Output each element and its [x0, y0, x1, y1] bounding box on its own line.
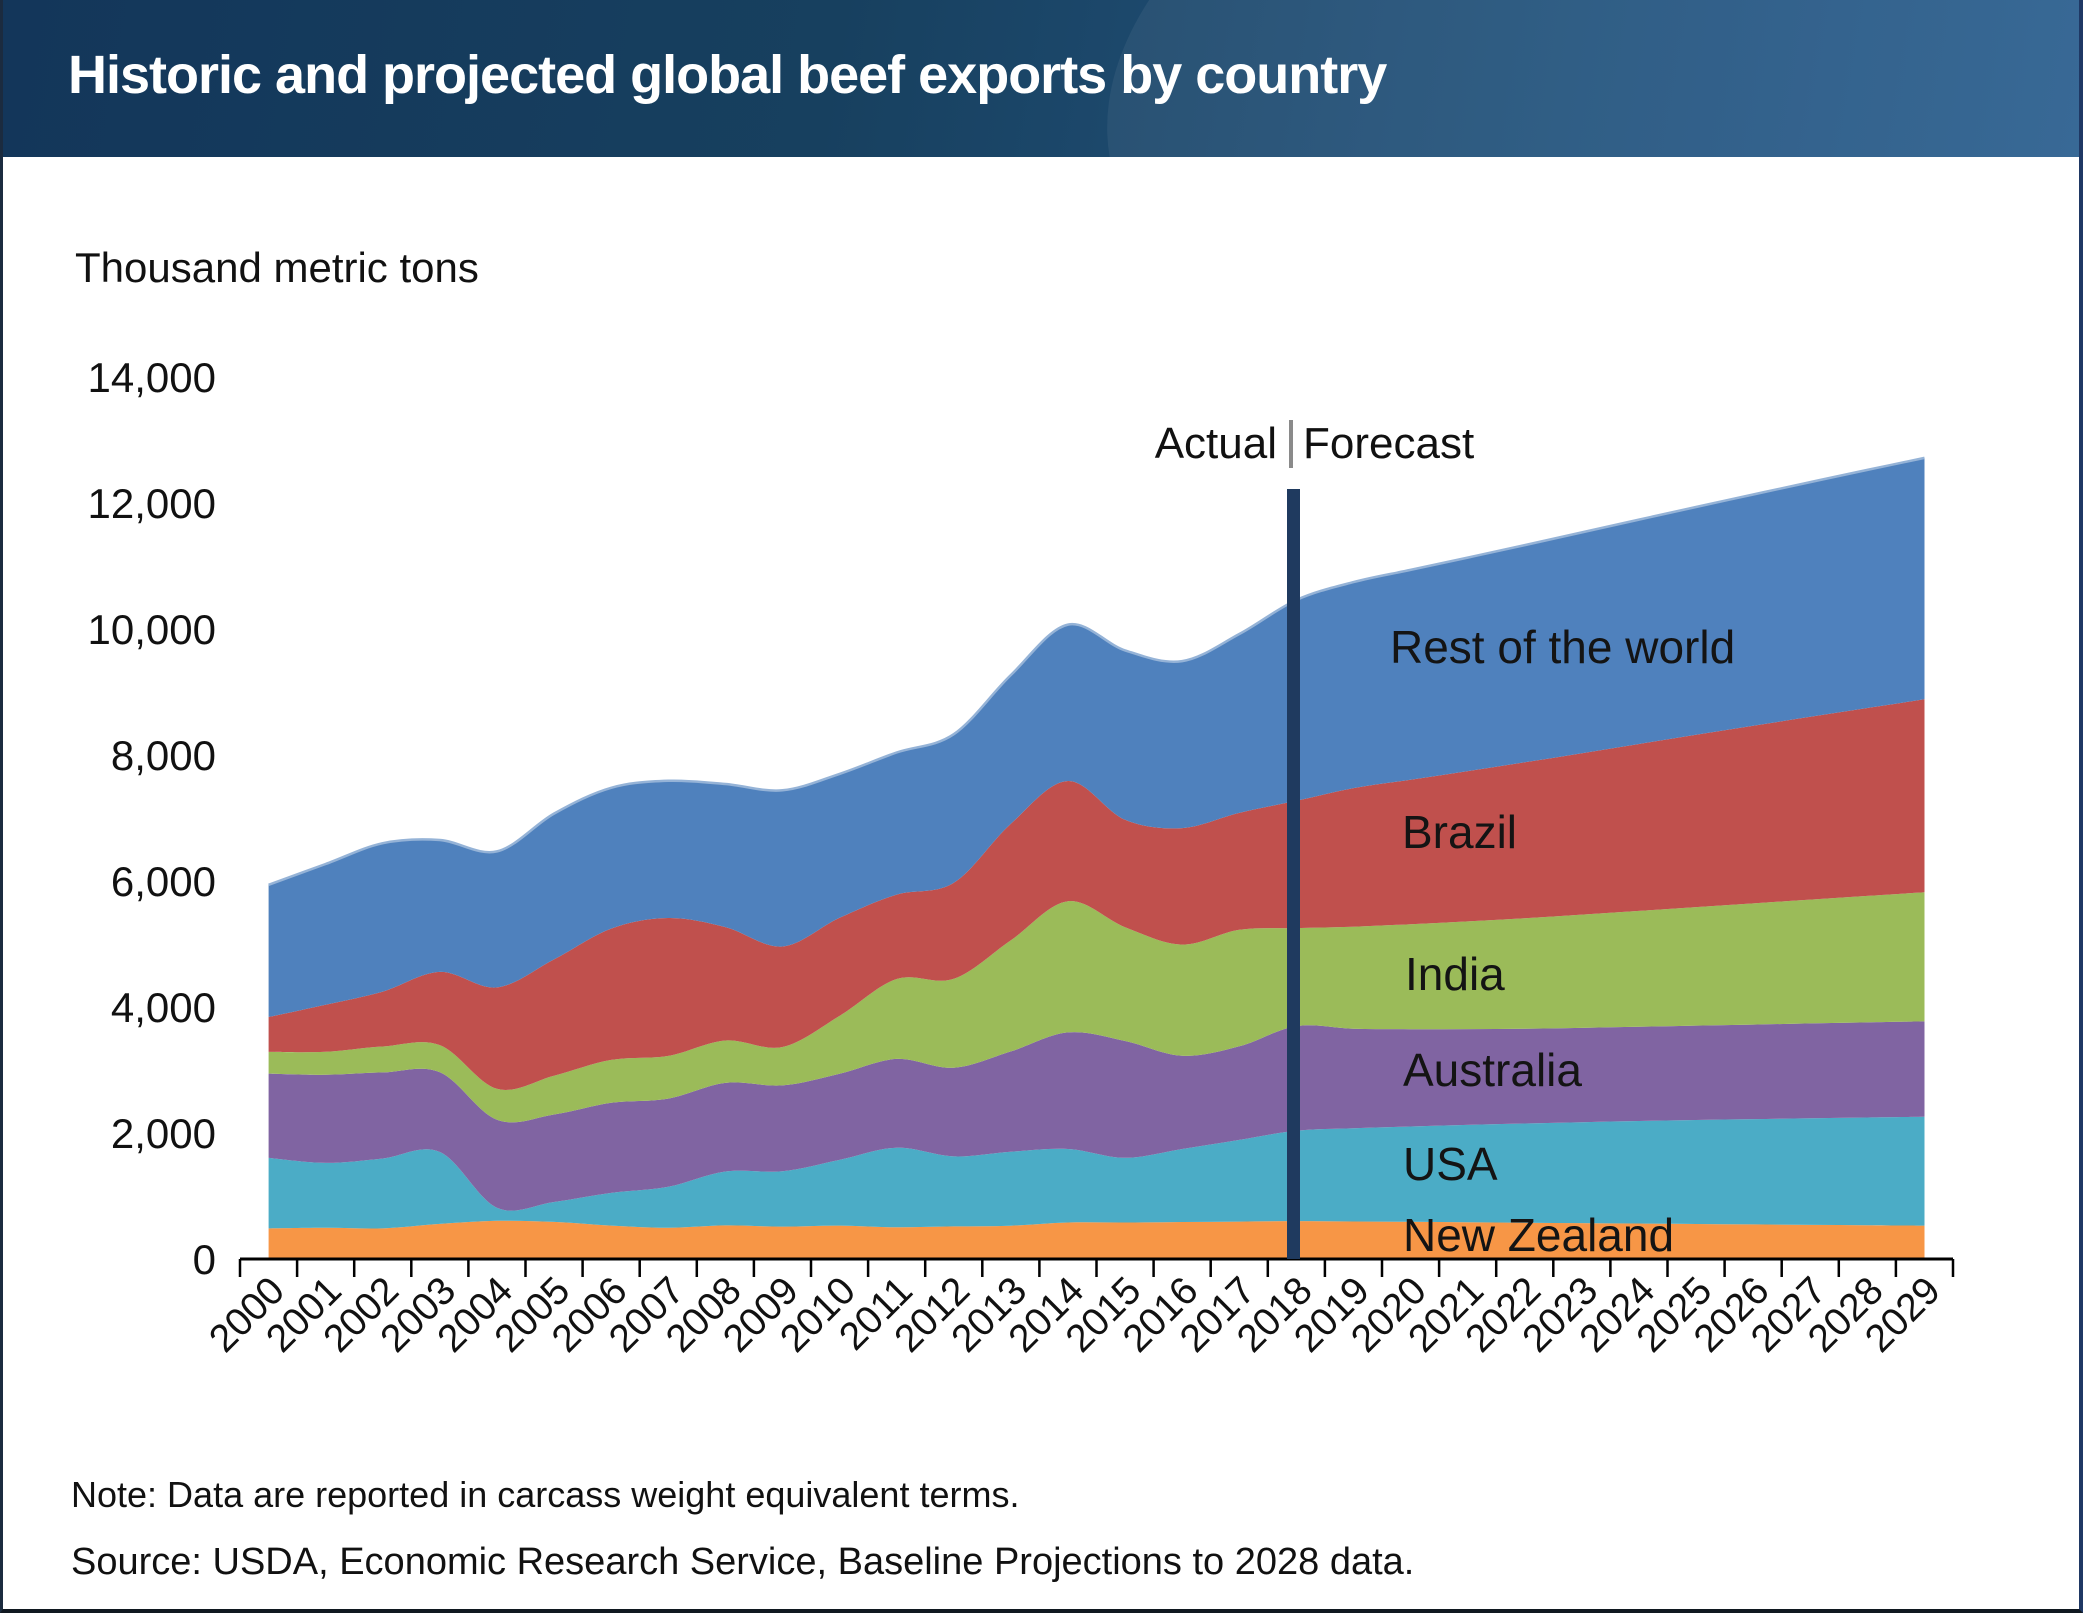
y-axis-label-12000: 12,000	[88, 480, 216, 527]
area-india	[268, 892, 1925, 1123]
area-brazil	[268, 699, 1925, 1090]
series-label-usa: USA	[1403, 1138, 1498, 1190]
forecast-label: Forecast	[1303, 419, 1474, 468]
y-axis-label-4000: 4,000	[111, 984, 216, 1031]
y-axis-labels-group: 0 2,000 4,000 6,000 8,000 10,000 12,000 14,000	[88, 354, 216, 1283]
area-australia	[268, 1021, 1925, 1211]
y-axis-label-0: 0	[193, 1236, 216, 1283]
areas-group	[268, 456, 1925, 1259]
title-banner: Historic and projected global beef expor…	[3, 0, 2079, 157]
chart-source: Source: USDA, Economic Research Service,…	[71, 1541, 1415, 1583]
y-axis-label-10000: 10,000	[88, 606, 216, 653]
y-axis-label-6000: 6,000	[111, 858, 216, 905]
actual-label: Actual	[1155, 419, 1277, 468]
y-axis-label-2000: 2,000	[111, 1110, 216, 1157]
actual-forecast-annotation: Actual Forecast	[1155, 419, 1474, 468]
area-new-zealand	[268, 1220, 1925, 1259]
series-label-australia: Australia	[1403, 1044, 1582, 1096]
total-edge-line	[268, 456, 1925, 886]
y-axis-label-8000: 8,000	[111, 732, 216, 779]
area-rest-of-the-world	[268, 457, 1925, 1017]
series-label-india: India	[1405, 948, 1505, 1000]
beef-exports-stacked-area-chart: 02,0004,0006,0008,00010,00012,00014,000 …	[88, 354, 1955, 1361]
area-usa	[268, 1116, 1925, 1229]
series-label-rest-of-the-world: Rest of the world	[1390, 621, 1735, 673]
axes-group	[238, 1257, 1955, 1277]
actual-forecast-divider-bar	[1287, 489, 1300, 1259]
x-axis-ticks	[238, 1259, 1955, 1277]
series-label-brazil: Brazil	[1402, 806, 1517, 858]
y-axis-units-label: Thousand metric tons	[75, 244, 479, 291]
y-axis-label-14000: 14,000	[88, 354, 216, 401]
x-axis-labels-group: 2000200120022003200420052006200720082009…	[201, 1269, 1949, 1361]
actual-forecast-separator	[1289, 420, 1293, 468]
series-labels-group: Rest of the world Brazil India Australia…	[1390, 621, 1735, 1261]
chart-note: Note: Data are reported in carcass weigh…	[71, 1474, 1020, 1515]
series-label-new-zealand: New Zealand	[1403, 1209, 1674, 1261]
